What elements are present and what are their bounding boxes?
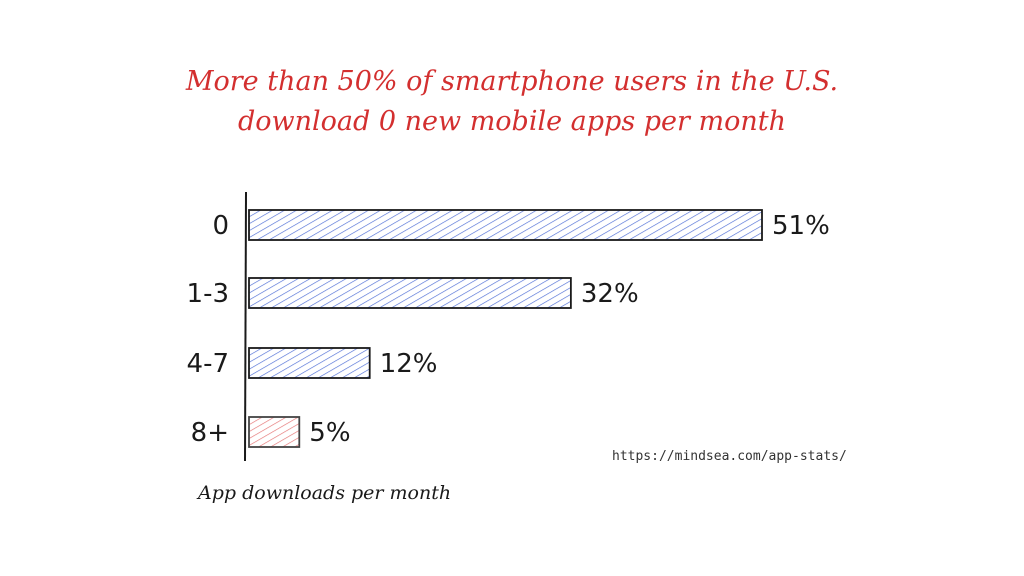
bar-fill: [249, 417, 300, 447]
title-line-1: More than 50% of smartphone users in the…: [185, 66, 839, 97]
chart-title: More than 50% of smartphone users in the…: [0, 62, 1024, 142]
bar-fill: [249, 210, 762, 240]
bar: [248, 347, 371, 379]
bar: [248, 416, 301, 448]
x-axis-label: App downloads per month: [198, 482, 452, 504]
bar: [248, 209, 763, 241]
category-label: 1-3: [187, 279, 229, 309]
value-label: 5%: [309, 418, 350, 448]
title-line-2: download 0 new mobile apps per month: [237, 106, 787, 137]
category-label: 8+: [191, 418, 229, 448]
bar-fill: [249, 348, 370, 378]
bar: [248, 277, 572, 309]
source-url: https://mindsea.com/app-stats/: [612, 449, 847, 464]
category-label: 0: [212, 211, 229, 241]
category-label: 4-7: [187, 349, 229, 379]
value-label: 51%: [772, 211, 830, 241]
bar-fill: [249, 278, 571, 308]
value-label: 12%: [380, 349, 438, 379]
value-label: 32%: [581, 279, 639, 309]
bars-group: 0 51% 1-3 32% 4-7 12% 8+ 5%: [187, 209, 830, 448]
y-axis-line: [244, 191, 247, 462]
